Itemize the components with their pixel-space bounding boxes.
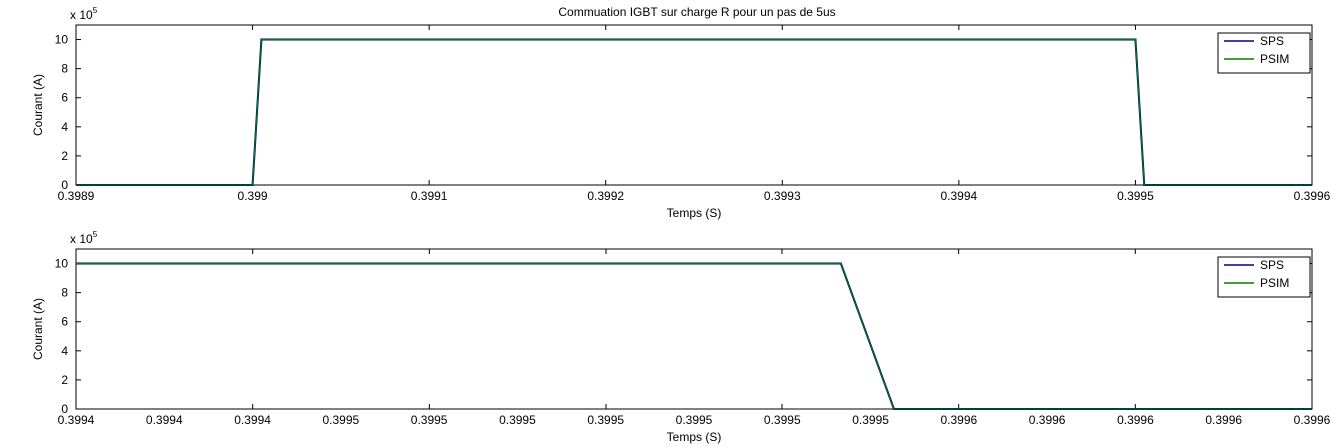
plot-area-top xyxy=(75,24,1313,186)
axes-bottom: 0.3994 0.3994 0.3994 0.3995 0.3995 0.3995 0.39… xyxy=(31,230,1331,444)
y-tick-label-top: 6 xyxy=(61,91,68,105)
x-tick-label-bottom: 0.3996 xyxy=(1205,413,1242,427)
y-axis-label-bottom: Courant (A) xyxy=(31,298,45,360)
x-tick-label-bottom: 0.3996 xyxy=(941,413,978,427)
y-multiplier-base: x 10 xyxy=(70,8,93,22)
y-tick-label-bottom: 2 xyxy=(61,373,68,387)
x-tick-label-top: 0.3995 xyxy=(1117,189,1154,203)
x-tick-label-bottom: 0.3994 xyxy=(234,413,271,427)
x-tick-label-bottom: 0.3995 xyxy=(499,413,536,427)
plot-area-bottom xyxy=(75,248,1313,410)
x-tick-label-bottom: 0.3995 xyxy=(323,413,360,427)
series-line-psim-top xyxy=(76,39,1312,186)
series-line-psim-bottom xyxy=(76,263,1312,410)
x-axis-label-top: Temps (S) xyxy=(667,206,722,220)
x-tick-label-top: 0.3996 xyxy=(1294,189,1331,203)
y-multiplier-exponent: 5 xyxy=(93,230,98,239)
y-tick-label-top: 10 xyxy=(55,33,69,47)
y-tick-label-bottom: 6 xyxy=(61,315,68,329)
legend-box xyxy=(1217,32,1311,74)
y-multiplier-base: x 10 xyxy=(70,232,93,246)
x-tick-label-bottom: 0.3995 xyxy=(411,413,448,427)
x-tick-label-top: 0.399 xyxy=(238,189,268,203)
y-tick-label-top: 4 xyxy=(61,120,68,134)
x-tick-label-bottom: 0.3995 xyxy=(764,413,801,427)
x-tick-label-bottom: 0.3995 xyxy=(676,413,713,427)
x-tick-label-bottom: 0.3996 xyxy=(1294,413,1331,427)
x-tick-label-top: 0.3992 xyxy=(587,189,624,203)
y-multiplier-exponent: 5 xyxy=(93,6,98,15)
x-tick-label-bottom: 0.3995 xyxy=(852,413,889,427)
y-tick-label-top: 8 xyxy=(61,62,68,76)
legend-bottom: SPS PSIM xyxy=(1217,256,1311,298)
x-tick-label-bottom: 0.3996 xyxy=(1117,413,1154,427)
x-tick-label-top: 0.3993 xyxy=(764,189,801,203)
y-tick-label-bottom: 8 xyxy=(61,286,68,300)
x-tick-label-top: 0.3994 xyxy=(941,189,978,203)
x-tick-label-bottom: 0.3996 xyxy=(1029,413,1066,427)
x-tick-label-top: 0.3989 xyxy=(58,189,95,203)
y-tick-label-top: 0 xyxy=(61,178,68,192)
x-axis-label-bottom: Temps (S) xyxy=(667,430,722,444)
legend-label-psim: PSIM xyxy=(1260,52,1289,66)
x-tick-label-bottom: 0.3994 xyxy=(146,413,183,427)
x-tick-label-top: 0.3991 xyxy=(411,189,448,203)
legend-top: SPS PSIM xyxy=(1217,32,1311,74)
legend-box xyxy=(1217,256,1311,298)
y-tick-label-bottom: 10 xyxy=(55,257,69,271)
legend-label-psim: PSIM xyxy=(1260,276,1289,290)
x-tick-label-bottom: 0.3995 xyxy=(587,413,624,427)
y-tick-label-bottom: 4 xyxy=(61,344,68,358)
x-tick-label-bottom: 0.3994 xyxy=(58,413,95,427)
legend-label-sps: SPS xyxy=(1260,34,1284,48)
axes-top: 0.3989 0.399 0.3991 0.3992 0.3993 0.3994 0.399… xyxy=(31,6,1331,220)
figure-title: Commuation IGBT sur charge R pour un pas… xyxy=(558,5,835,19)
y-multiplier-top: x 105 xyxy=(70,6,98,22)
legend-label-sps: SPS xyxy=(1260,258,1284,272)
y-tick-label-top: 2 xyxy=(61,149,68,163)
y-multiplier-bottom: x 105 xyxy=(70,230,98,246)
y-tick-label-bottom: 0 xyxy=(61,402,68,416)
y-axis-label-top: Courant (A) xyxy=(31,74,45,136)
